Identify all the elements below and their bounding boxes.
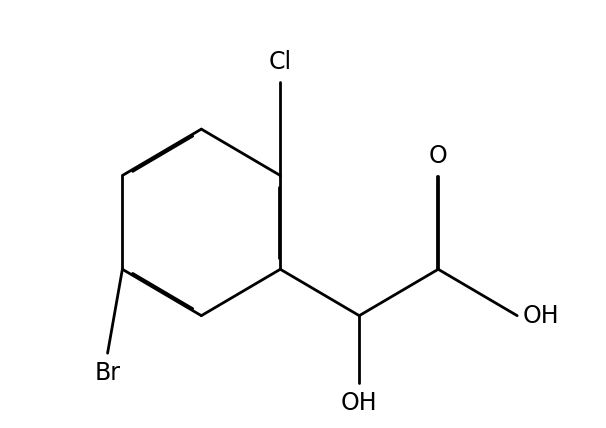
Text: OH: OH: [523, 303, 560, 328]
Text: Cl: Cl: [268, 50, 292, 74]
Text: O: O: [429, 144, 448, 168]
Text: Br: Br: [95, 361, 121, 385]
Text: OH: OH: [341, 391, 378, 415]
